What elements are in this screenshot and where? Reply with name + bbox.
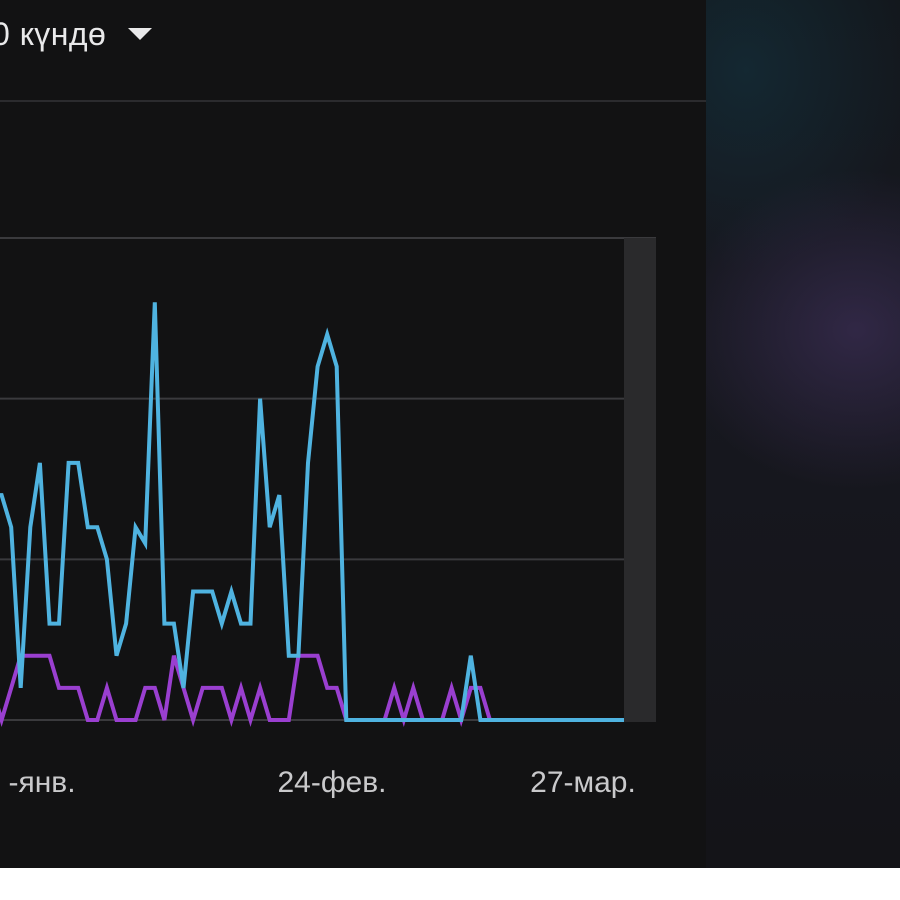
header-divider: [0, 100, 706, 102]
x-tick-label: -янв.: [8, 766, 75, 799]
x-tick-label: 27-мар.: [530, 766, 636, 799]
chart-scroll-band[interactable]: [624, 238, 656, 722]
period-label: 0 күндө: [0, 15, 107, 52]
bottom-margin: [0, 868, 900, 900]
background-glow: [706, 0, 900, 868]
line-chart: -янв. 24-фев. 27-мар.: [0, 237, 656, 799]
series-line-blue: [0, 302, 624, 722]
screen: 0 күндө -янв. 24-фев. 27-мар.: [0, 0, 900, 868]
period-dropdown[interactable]: 0 күндө: [0, 12, 153, 56]
series-line-purple: [0, 653, 624, 728]
x-tick-label: 24-фев.: [278, 766, 387, 799]
caret-down-icon: [128, 28, 153, 40]
